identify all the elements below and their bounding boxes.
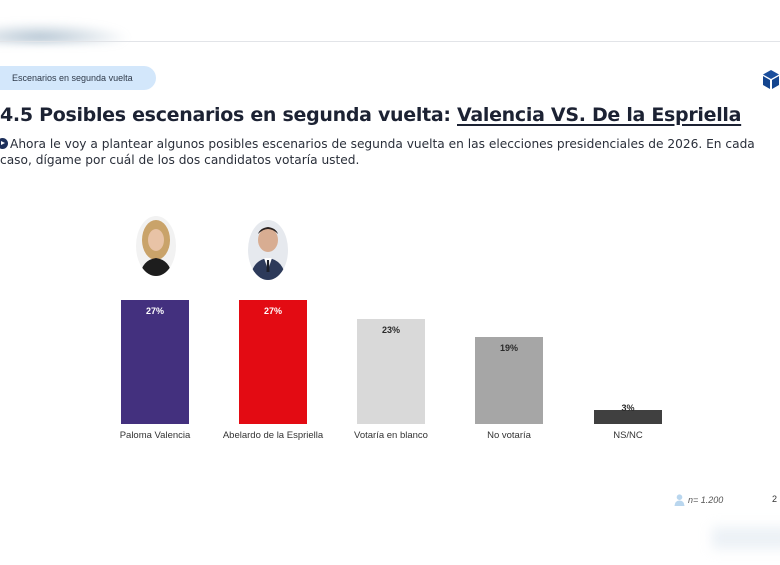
bar-abelardo-de-la-espriella: 27% <box>239 300 307 424</box>
header-divider <box>0 41 780 42</box>
person-icon <box>674 494 685 506</box>
bar-votaria-en-blanco: 23% <box>357 319 425 424</box>
bar-value-label: 3% <box>621 403 635 413</box>
category-label: NS/NC <box>613 430 643 441</box>
sample-size-text: n= 1.200 <box>688 495 724 505</box>
question-text: Ahora le voy a plantear algunos posibles… <box>0 137 755 167</box>
category-label: Votaría en blanco <box>354 430 428 441</box>
bar-ns-nc: 3% <box>594 403 662 424</box>
bar-value-label: 23% <box>381 325 400 335</box>
play-bullet-icon <box>0 138 8 149</box>
survey-question: Ahora le voy a plantear algunos posibles… <box>0 136 770 168</box>
bar-value-label: 19% <box>499 343 518 353</box>
footer-shadow <box>712 527 780 549</box>
category-label: Paloma Valencia <box>119 430 191 441</box>
sample-size: n= 1.200 <box>674 494 723 506</box>
title-matchup: Valencia VS. De la Espriella <box>457 104 742 126</box>
title-prefix: 4.5 Posibles escenarios en segunda vuelt… <box>0 104 457 126</box>
header-shadow <box>0 22 130 44</box>
section-pill: Escenarios en segunda vuelta <box>0 66 156 90</box>
bar-value-label: 27% <box>263 306 282 316</box>
page-title: 4.5 Posibles escenarios en segunda vuelt… <box>0 104 741 126</box>
page-number: 2 <box>772 494 778 504</box>
cube-logo-icon <box>763 70 779 89</box>
category-label: No votaría <box>487 430 531 441</box>
bar-paloma-valencia: 27% <box>121 300 189 424</box>
portrait-paloma-valencia <box>136 216 176 276</box>
bar-no-votaria: 19% <box>475 337 543 424</box>
category-label: Abelardo de la Espriella <box>222 430 324 441</box>
bar-value-label: 27% <box>145 306 164 316</box>
portrait-abelardo-de-la-espriella <box>248 220 288 280</box>
